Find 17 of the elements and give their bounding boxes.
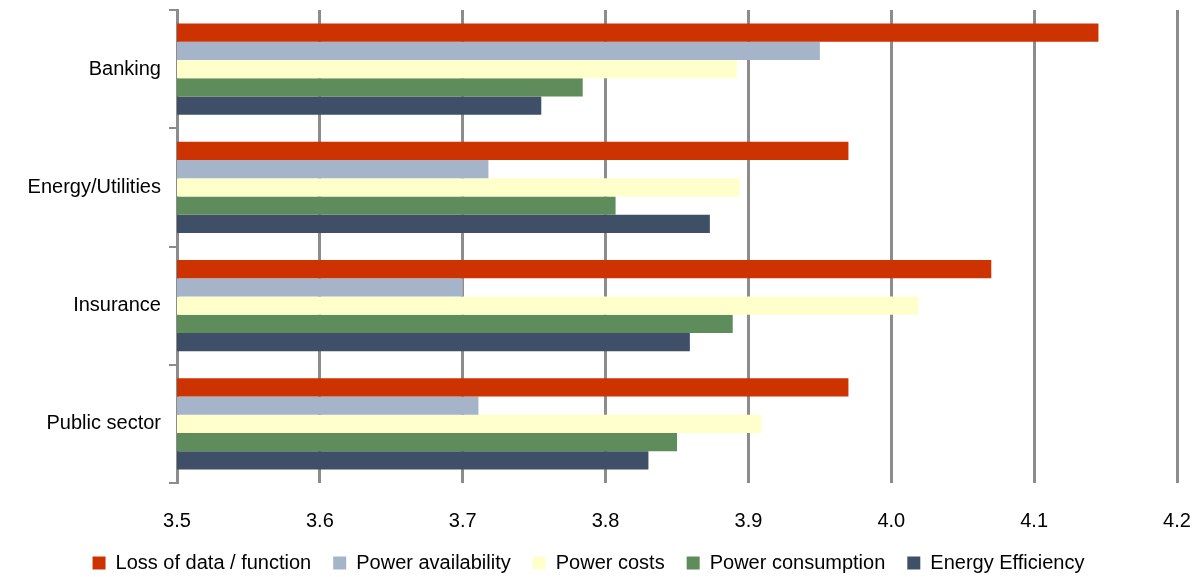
legend-label: Power costs bbox=[555, 550, 665, 573]
y-tick-label: Energy/Utilities bbox=[27, 174, 161, 197]
legend-label: Power consumption bbox=[709, 550, 886, 573]
legend-label: Energy Efficiency bbox=[930, 550, 1085, 573]
x-tick-label: 3.6 bbox=[305, 508, 334, 531]
x-tick-label: 3.8 bbox=[591, 508, 620, 531]
x-tick-label: 3.7 bbox=[448, 508, 477, 531]
legend-label: Loss of data / function bbox=[115, 550, 312, 573]
x-tick-label: 3.5 bbox=[163, 508, 191, 531]
y-tick-label: Insurance bbox=[73, 293, 161, 316]
legend-label: Power availability bbox=[356, 550, 511, 573]
y-tick-label: Public sector bbox=[46, 411, 162, 434]
x-tick-label: 4.2 bbox=[1163, 508, 1191, 531]
x-tick-label: 3.9 bbox=[734, 508, 763, 531]
x-tick-label: 4.1 bbox=[1020, 508, 1049, 531]
y-tick-label: Banking bbox=[88, 56, 161, 79]
x-tick-label: 4.0 bbox=[877, 508, 906, 531]
